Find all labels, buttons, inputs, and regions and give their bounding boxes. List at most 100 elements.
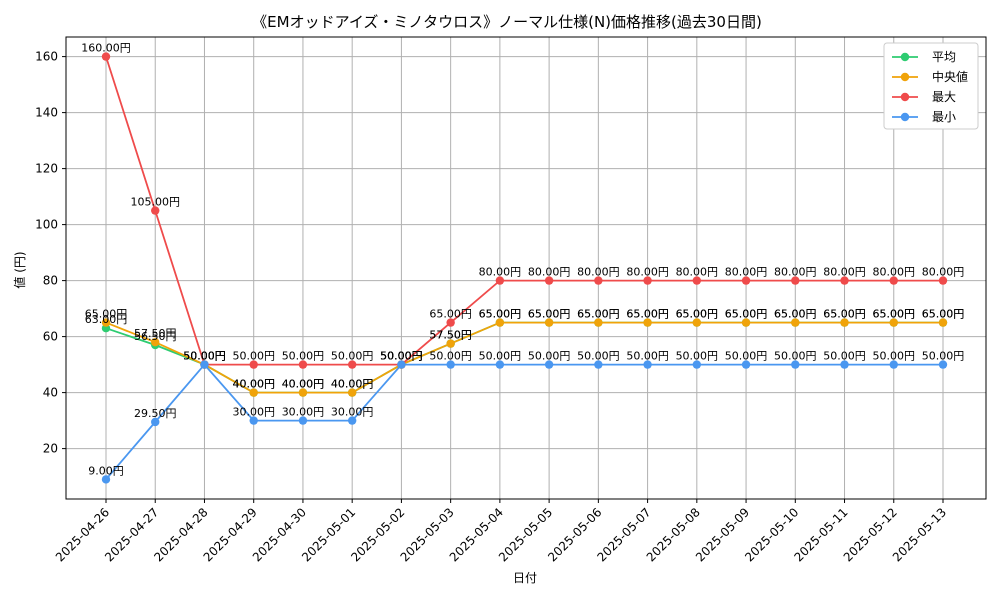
- data-point: [791, 318, 800, 327]
- data-point: [397, 360, 406, 369]
- data-label: 65.00円: [873, 308, 916, 321]
- data-label: 80.00円: [774, 266, 817, 279]
- data-label: 9.00円: [88, 464, 124, 477]
- y-axis-label: 値 (円): [12, 251, 27, 288]
- data-point: [938, 318, 948, 327]
- legend-marker: [900, 92, 910, 102]
- data-label: 50.00円: [380, 350, 423, 363]
- data-point: [791, 360, 800, 369]
- data-label: 65.00円: [626, 308, 669, 321]
- data-label: 40.00円: [232, 378, 275, 391]
- data-point: [544, 276, 554, 285]
- data-label: 50.00円: [429, 350, 472, 363]
- data-label: 50.00円: [676, 350, 719, 363]
- data-label: 65.00円: [922, 308, 965, 321]
- data-point: [101, 475, 111, 484]
- data-point: [298, 388, 308, 397]
- data-point: [446, 360, 455, 369]
- data-label: 65.00円: [774, 308, 817, 321]
- data-label: 50.00円: [380, 350, 423, 363]
- data-point: [889, 360, 898, 369]
- legend-marker: [900, 52, 910, 62]
- data-point: [101, 318, 111, 327]
- legend-marker: [900, 72, 910, 82]
- data-point: [347, 416, 357, 425]
- data-point: [594, 360, 603, 369]
- series-line-3: [105, 363, 943, 480]
- data-label: 65.00円: [873, 308, 916, 321]
- data-label: 30.00円: [282, 406, 325, 419]
- data-point: [249, 360, 258, 369]
- legend-box: [883, 42, 979, 130]
- data-point: [495, 318, 505, 327]
- data-point: [200, 360, 209, 369]
- data-point: [151, 338, 160, 347]
- data-label: 65.00円: [528, 308, 571, 321]
- data-point: [938, 360, 948, 369]
- data-point: [495, 276, 505, 285]
- data-label: 65.00円: [676, 308, 719, 321]
- data-label: 80.00円: [922, 266, 965, 279]
- x-axis: 2025-04-262025-04-272025-04-282025-04-29…: [53, 499, 949, 564]
- data-label: 80.00円: [479, 266, 522, 279]
- data-point: [249, 388, 258, 397]
- data-point: [544, 360, 554, 369]
- data-point: [298, 360, 308, 369]
- data-label: 40.00円: [331, 378, 374, 391]
- data-point: [446, 318, 455, 327]
- data-point: [692, 276, 702, 285]
- y-tick-label: 160: [35, 50, 58, 64]
- data-label: 40.00円: [282, 378, 325, 391]
- data-label: 80.00円: [528, 266, 571, 279]
- data-label: 65.00円: [479, 308, 522, 321]
- data-label: 50.00円: [183, 350, 226, 363]
- y-tick-label: 100: [35, 218, 58, 232]
- legend-label: 平均: [932, 50, 956, 64]
- data-label: 160.00円: [81, 42, 131, 55]
- legend-label: 中央値: [932, 69, 968, 84]
- data-label: 50.00円: [380, 350, 423, 363]
- data-point: [840, 318, 849, 327]
- x-axis-label: 日付: [513, 571, 537, 585]
- data-point: [741, 276, 751, 285]
- legend-label: 最小: [932, 110, 956, 124]
- data-point: [643, 318, 652, 327]
- data-label: 30.00円: [232, 406, 275, 419]
- chart-title: 《EMオッドアイズ・ミノタウロス》ノーマル仕様(N)価格推移(過去30日間): [252, 13, 762, 31]
- data-label: 50.00円: [380, 350, 423, 363]
- data-label: 80.00円: [577, 266, 620, 279]
- data-label: 63.00円: [85, 313, 128, 326]
- data-label: 80.00円: [725, 266, 768, 279]
- data-label: 65.00円: [429, 308, 472, 321]
- y-tick-label: 20: [43, 442, 58, 456]
- data-label: 65.00円: [577, 308, 620, 321]
- data-label: 105.00円: [130, 196, 180, 209]
- data-label: 50.00円: [183, 350, 226, 363]
- data-point: [544, 318, 554, 327]
- series-line-2: [105, 56, 943, 366]
- data-point: [298, 416, 308, 425]
- y-axis: 20 40 60 80 100 120 140 160: [35, 50, 66, 456]
- data-point: [840, 276, 849, 285]
- data-point: [594, 318, 603, 327]
- data-label: 50.00円: [331, 350, 374, 363]
- data-labels: 63.00円 56.50円 50.00円 40.00円 40.00円 40.00円 50.0…: [81, 42, 964, 478]
- data-point: [692, 318, 702, 327]
- data-point: [495, 360, 505, 369]
- data-point: [741, 360, 751, 369]
- data-point: [151, 206, 160, 215]
- data-label: 30.00円: [331, 406, 374, 419]
- data-label: 50.00円: [479, 350, 522, 363]
- data-label: 50.00円: [725, 350, 768, 363]
- data-label: 40.00円: [232, 378, 275, 391]
- data-label: 65.00円: [676, 308, 719, 321]
- data-label: 50.00円: [873, 350, 916, 363]
- data-label: 50.00円: [528, 350, 571, 363]
- data-label: 65.00円: [479, 308, 522, 321]
- y-tick-label: 60: [43, 330, 58, 344]
- data-label: 40.00円: [282, 378, 325, 391]
- data-label: 65.00円: [85, 308, 128, 321]
- data-label: 65.00円: [823, 308, 866, 321]
- legend-marker: [900, 112, 910, 122]
